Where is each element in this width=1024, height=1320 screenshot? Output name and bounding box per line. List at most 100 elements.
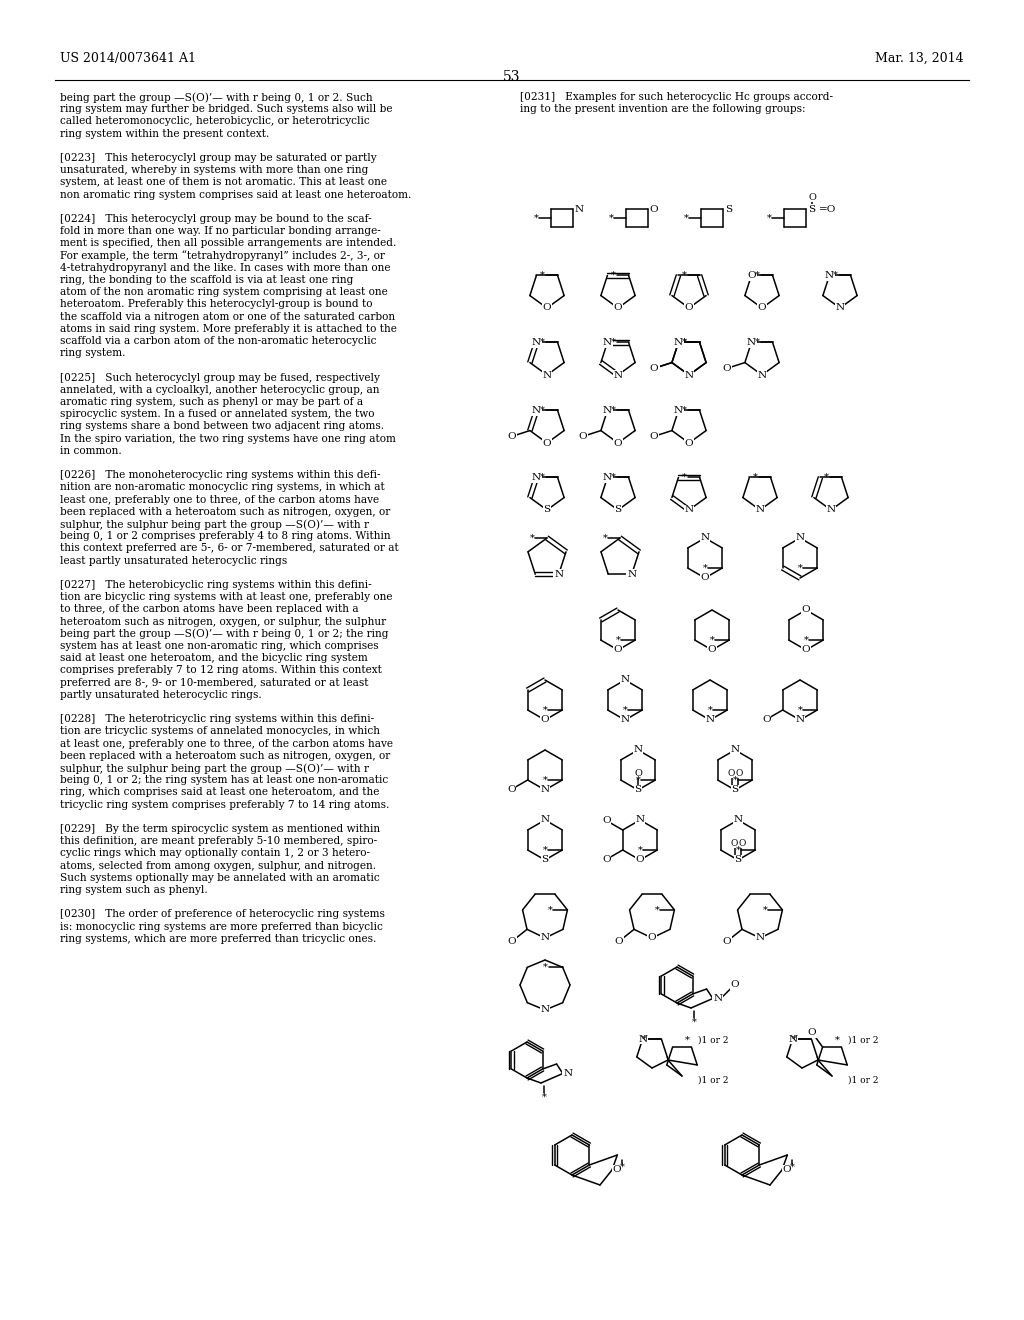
Text: the scaffold via a nitrogen atom or one of the saturated carbon: the scaffold via a nitrogen atom or one … (60, 312, 395, 322)
Text: S: S (544, 506, 551, 515)
Text: N: N (826, 506, 836, 515)
Text: at least one, preferably one to three, of the carbon atoms have: at least one, preferably one to three, o… (60, 739, 393, 748)
Text: being part the group —S(O)’— with r being 0, 1 or 2; the ring: being part the group —S(O)’— with r bein… (60, 628, 388, 639)
Text: N: N (563, 1069, 572, 1078)
Text: scaffold via a carbon atom of the non-aromatic heterocyclic: scaffold via a carbon atom of the non-ar… (60, 337, 377, 346)
Text: O: O (602, 855, 610, 865)
Text: *: * (611, 473, 616, 482)
Text: O: O (649, 432, 658, 441)
Text: *: * (611, 338, 616, 347)
Text: being part the group —S(O)’— with r being 0, 1 or 2. Such: being part the group —S(O)’— with r bein… (60, 92, 373, 103)
Text: *: * (611, 407, 616, 414)
Text: N: N (574, 205, 584, 214)
Text: O: O (507, 785, 515, 795)
Text: O: O (685, 438, 693, 447)
Text: heteroatom such as nitrogen, oxygen, or sulphur, the sulphur: heteroatom such as nitrogen, oxygen, or … (60, 616, 386, 627)
Text: *: * (623, 705, 628, 714)
Text: N: N (684, 506, 693, 515)
Text: N: N (603, 473, 612, 482)
Text: tion are tricyclic systems of annelated monocycles, in which: tion are tricyclic systems of annelated … (60, 726, 380, 737)
Text: S: S (542, 855, 549, 865)
Text: [0231]   Examples for such heterocyclic Hc groups accord-: [0231] Examples for such heterocyclic Hc… (520, 92, 833, 102)
Text: N: N (531, 407, 541, 414)
Text: O: O (730, 838, 737, 847)
Text: In the spiro variation, the two ring systems have one ring atom: In the spiro variation, the two ring sys… (60, 433, 396, 444)
Text: N: N (796, 533, 805, 543)
Text: aromatic ring system, such as phenyl or may be part of a: aromatic ring system, such as phenyl or … (60, 397, 364, 407)
Text: 4-tetrahydropyranyl and the like. In cases with more than one: 4-tetrahydropyranyl and the like. In cas… (60, 263, 390, 273)
Text: S: S (614, 506, 622, 515)
Text: [0230]   The order of preference of heterocyclic ring systems: [0230] The order of preference of hetero… (60, 909, 385, 920)
Text: N: N (746, 338, 756, 347)
Text: N: N (554, 570, 563, 578)
Text: O: O (541, 715, 549, 725)
Text: *: * (835, 1035, 840, 1044)
Text: N: N (613, 371, 623, 380)
Text: N: N (636, 816, 644, 825)
Text: S: S (635, 785, 642, 795)
Text: N: N (531, 473, 541, 482)
Text: partly unsaturated heterocyclic rings.: partly unsaturated heterocyclic rings. (60, 690, 262, 700)
Text: *: * (682, 473, 687, 482)
Text: *: * (763, 906, 768, 915)
Text: O: O (730, 979, 739, 989)
Text: N: N (634, 746, 643, 755)
Text: being 0, 1 or 2 comprises preferably 4 to 8 ring atoms. Within: being 0, 1 or 2 comprises preferably 4 t… (60, 531, 390, 541)
Text: S: S (725, 205, 732, 214)
Text: O: O (758, 304, 766, 313)
Text: *: * (540, 473, 545, 482)
Text: *: * (540, 271, 545, 280)
Text: O: O (723, 364, 731, 374)
Text: For example, the term “tetrahydropyranyl” includes 2-, 3-, or: For example, the term “tetrahydropyranyl… (60, 251, 385, 261)
Text: O: O (634, 768, 642, 777)
Text: ring system may further be bridged. Such systems also will be: ring system may further be bridged. Such… (60, 104, 392, 115)
Text: O: O (613, 438, 623, 447)
Text: *: * (543, 846, 548, 854)
Text: cyclic rings which may optionally contain 1, 2 or 3 hetero-: cyclic rings which may optionally contai… (60, 849, 370, 858)
Text: this definition, are meant preferably 5-10 membered, spiro-: this definition, are meant preferably 5-… (60, 836, 377, 846)
Text: N: N (825, 271, 834, 280)
Text: N: N (796, 715, 805, 725)
Text: O: O (723, 937, 731, 945)
Text: *: * (615, 635, 621, 644)
Text: O: O (648, 933, 656, 942)
Text: *: * (682, 338, 687, 347)
Text: least one, preferably one to three, of the carbon atoms have: least one, preferably one to three, of t… (60, 495, 379, 504)
Text: N: N (684, 371, 693, 380)
Text: [0224]   This heterocyclyl group may be bound to the scaf-: [0224] This heterocyclyl group may be bo… (60, 214, 372, 224)
Text: N: N (621, 676, 630, 685)
Text: *: * (767, 214, 771, 223)
Text: been replaced with a heteroatom such as nitrogen, oxygen, or: been replaced with a heteroatom such as … (60, 507, 390, 517)
Text: called heteromonocyclic, heterobicyclic, or heterotricyclic: called heteromonocyclic, heterobicyclic,… (60, 116, 370, 127)
Text: *: * (684, 214, 688, 223)
Text: *: * (611, 271, 616, 280)
Text: *: * (534, 214, 539, 223)
Text: O: O (708, 645, 717, 655)
Text: spirocyclic system. In a fused or annelated system, the two: spirocyclic system. In a fused or annela… (60, 409, 375, 420)
Text: O: O (613, 304, 623, 313)
Text: O: O (802, 645, 810, 655)
Text: N: N (541, 785, 550, 795)
Text: *: * (682, 407, 687, 414)
Text: [0223]   This heterocyclyl group may be saturated or partly: [0223] This heterocyclyl group may be sa… (60, 153, 377, 162)
Text: O: O (700, 573, 710, 582)
Text: *: * (790, 1163, 795, 1172)
Text: ring system.: ring system. (60, 348, 126, 358)
Text: *: * (733, 776, 737, 784)
Text: N: N (733, 816, 742, 825)
Text: N: N (706, 715, 715, 725)
Text: N: N (684, 371, 693, 380)
Text: is: monocyclic ring systems are more preferred than bicyclic: is: monocyclic ring systems are more pre… (60, 921, 383, 932)
Text: N: N (756, 933, 765, 942)
Text: sulphur, the sulphur being part the group —S(O)’— with r: sulphur, the sulphur being part the grou… (60, 519, 369, 529)
Text: ring, the bonding to the scaffold is via at least one ring: ring, the bonding to the scaffold is via… (60, 275, 353, 285)
Text: being 0, 1 or 2; the ring system has at least one non-aromatic: being 0, 1 or 2; the ring system has at … (60, 775, 388, 785)
Text: ring systems share a bond between two adjacent ring atoms.: ring systems share a bond between two ad… (60, 421, 384, 432)
Text: N: N (836, 304, 845, 313)
Text: O: O (808, 1028, 816, 1038)
Text: *: * (620, 1163, 625, 1172)
Text: )1 or 2: )1 or 2 (848, 1035, 879, 1044)
Text: N: N (758, 371, 767, 380)
Text: N: N (603, 338, 612, 347)
Text: system, at least one of them is not aromatic. This at least one: system, at least one of them is not arom… (60, 177, 387, 187)
